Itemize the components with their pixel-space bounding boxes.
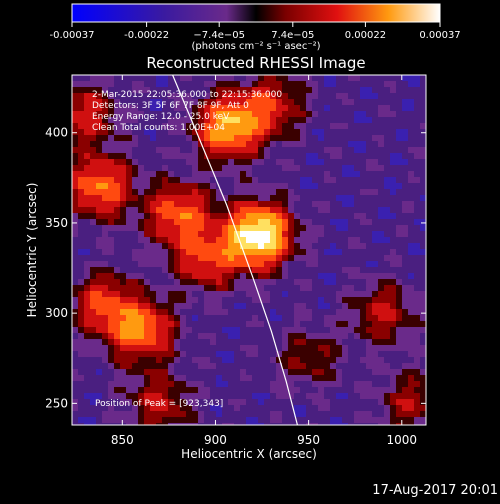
y-tick-label: 400 — [45, 126, 68, 140]
plot-frame — [71, 74, 427, 426]
y-tick-label: 250 — [45, 396, 68, 410]
x-tick-label: 850 — [111, 433, 134, 447]
colorbar — [71, 3, 441, 23]
annotation-line: Energy Range: 12.0 - 25.0 keV — [92, 112, 230, 122]
heatmap-image — [72, 75, 426, 425]
x-axis-label: Heliocentric X (arcsec) — [181, 447, 317, 461]
annotation-line: 2-Mar-2015 22:05:36.000 to 22:15:36.000 — [92, 90, 282, 100]
annotation-line: Detectors: 3F 5F 6F 7F 8F 9F, Att 0 — [92, 101, 249, 111]
x-tick-label: 950 — [297, 433, 320, 447]
y-tick-label: 300 — [45, 306, 68, 320]
x-tick-label: 900 — [204, 433, 227, 447]
annotation-block: 2-Mar-2015 22:05:36.000 to 22:15:36.000D… — [92, 90, 282, 133]
x-tick-label: 1000 — [387, 433, 418, 447]
timestamp: 17-Aug-2017 20:01 — [372, 483, 498, 498]
colorbar-tick-label: 7.4e−05 — [271, 30, 314, 41]
colorbar-tick-label: 0.00022 — [345, 30, 386, 41]
y-axis-label: Heliocentric Y (arcsec) — [25, 183, 39, 318]
y-tick-label: 350 — [45, 216, 68, 230]
colorbar-tick-label: -0.00037 — [50, 30, 95, 41]
y-axis-ticks: 250 300 350 400 — [45, 126, 426, 410]
colorbar-ticks: -0.00037 -0.00022 −7.4e−05 7.4e−05 0.00022 0.… — [50, 22, 461, 41]
colorbar-tick-label: 0.00037 — [419, 30, 460, 41]
x-axis-ticks: 850 900 950 1000 — [111, 75, 417, 447]
annotation-line: Clean Total counts: 1.00E+04 — [92, 123, 225, 133]
colorbar-unit: (photons cm⁻² s⁻¹ asec⁻²) — [191, 41, 320, 52]
colorbar-tick-label: −7.4e−05 — [193, 30, 245, 41]
colorbar-tick-label: -0.00022 — [124, 30, 169, 41]
peak-position-label: Position of Peak = [923,343] — [95, 399, 223, 409]
chart-title: Reconstructed RHESSI Image — [146, 54, 365, 72]
solar-limb-curve — [172, 75, 299, 425]
